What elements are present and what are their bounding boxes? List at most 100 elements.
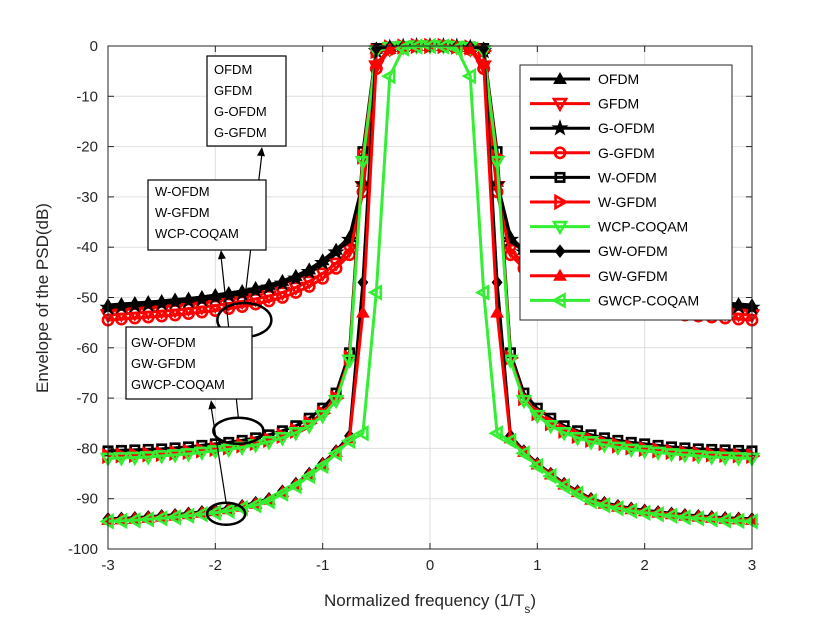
data-point: [113, 452, 130, 467]
data-point: [367, 284, 383, 301]
annotation-label: G-GFDM: [214, 125, 267, 140]
data-point: [528, 457, 544, 475]
data-point: [302, 280, 316, 293]
data-point: [501, 230, 520, 247]
data-point: [153, 294, 171, 311]
x-tick-label: 2: [640, 557, 648, 574]
data-point: [220, 286, 238, 303]
legend-marker: [554, 171, 566, 183]
data-point: [341, 354, 358, 369]
ticks: -3 -2 -1 0 1 2 30-10-20-30-40-50-60-70-80-90-1…: [68, 38, 756, 574]
data-point: [743, 513, 758, 530]
legend: OFDM GFDM G-OFDM G-GFDM W-OFDM W-GFDM WCP-COQA…: [519, 64, 733, 321]
annotation-arrow: [210, 405, 227, 503]
data-point: [260, 492, 275, 510]
legend-marker: [551, 220, 569, 236]
data-point: [676, 509, 691, 526]
legend-item-gw-gfdm: GW-GFDM: [530, 268, 668, 284]
x-axis-title: Normalized frequency (1/Ts): [324, 591, 536, 616]
data-point: [260, 436, 278, 451]
legend-label: G-OFDM: [598, 120, 655, 136]
legend-item-wcp-coqam: WCP-COQAM: [530, 219, 688, 236]
annotation-label: OFDM: [214, 62, 252, 77]
data-point: [153, 510, 168, 527]
data-point: [327, 445, 342, 462]
data-point: [382, 42, 397, 55]
data-point: [340, 230, 359, 247]
data-point: [220, 443, 237, 459]
data-point: [354, 425, 369, 442]
legend-marker: [553, 146, 567, 160]
data-point: [649, 506, 664, 523]
data-point: [233, 284, 251, 301]
annotation-box: [147, 179, 267, 251]
annotation-label: GW-GFDM: [131, 356, 196, 371]
data-point: [206, 504, 222, 522]
data-point: [716, 451, 734, 467]
data-point: [463, 42, 478, 55]
data-point: [329, 261, 343, 275]
data-point: [568, 485, 584, 502]
data-point: [262, 294, 276, 308]
legend-label: W-GFDM: [598, 194, 657, 210]
y-tick-label: 0: [90, 38, 98, 55]
annotations: OFDM GFDM G-OFDM G-GFDM W-OFDM W-GFDM WCP-COQA…: [125, 55, 287, 527]
legend-item-w-gfdm: W-GFDM: [530, 193, 657, 211]
data-point: [274, 432, 291, 447]
data-point: [166, 293, 184, 310]
legend-marker: [551, 97, 569, 113]
legend-label: GW-OFDM: [598, 243, 668, 259]
data-point: [407, 38, 423, 55]
legend-label: W-OFDM: [598, 169, 657, 185]
annotation-arrowhead: [208, 400, 217, 410]
data-point: [690, 450, 707, 465]
data-point: [193, 290, 211, 307]
annotation-2: W-OFDM W-GFDM WCP-COQAM: [147, 179, 267, 446]
data-point: [155, 309, 169, 323]
annotation-label: W-GFDM: [155, 205, 210, 220]
data-point: [476, 56, 491, 69]
data-point: [140, 451, 157, 466]
data-point: [301, 419, 318, 435]
data-point: [287, 427, 305, 442]
data-point: [300, 467, 316, 485]
legend-item-gwcp-coqam: GWCP-COQAM: [530, 292, 699, 309]
data-point: [289, 286, 303, 299]
data-point: [369, 56, 384, 69]
data-point: [502, 354, 519, 369]
data-point: [316, 271, 330, 285]
data-point: [475, 284, 490, 301]
data-point: [689, 510, 705, 527]
y-tick-label: -50: [76, 290, 98, 307]
data-point: [168, 308, 182, 322]
data-point: [730, 297, 748, 314]
x-axis-title-main: Normalized frequency (1/T: [324, 591, 524, 610]
data-point: [356, 305, 370, 318]
data-point: [179, 507, 195, 525]
data-point: [115, 312, 128, 326]
legend-marker: [551, 119, 569, 136]
annotation-arrowhead: [217, 250, 226, 260]
data-point: [247, 281, 265, 298]
x-tick-label: -3: [101, 557, 114, 574]
legend-item-g-gfdm: G-GFDM: [530, 145, 655, 161]
legend-marker: [554, 244, 566, 259]
data-point: [663, 448, 680, 463]
annotation-box: [206, 55, 287, 147]
data-point: [273, 274, 291, 291]
data-point: [139, 511, 155, 528]
y-tick-label: -30: [76, 189, 98, 206]
data-point: [609, 441, 627, 457]
y-tick-label: -100: [68, 541, 98, 558]
legend-label: G-GFDM: [598, 145, 655, 161]
data-point: [609, 500, 624, 517]
data-point: [300, 262, 318, 280]
data-point: [126, 451, 144, 467]
data-point: [703, 451, 720, 466]
legend-marker: [551, 292, 566, 309]
data-point: [488, 425, 503, 442]
legend-label: WCP-COQAM: [598, 219, 688, 235]
data-point: [246, 496, 262, 514]
data-point: [529, 409, 546, 425]
